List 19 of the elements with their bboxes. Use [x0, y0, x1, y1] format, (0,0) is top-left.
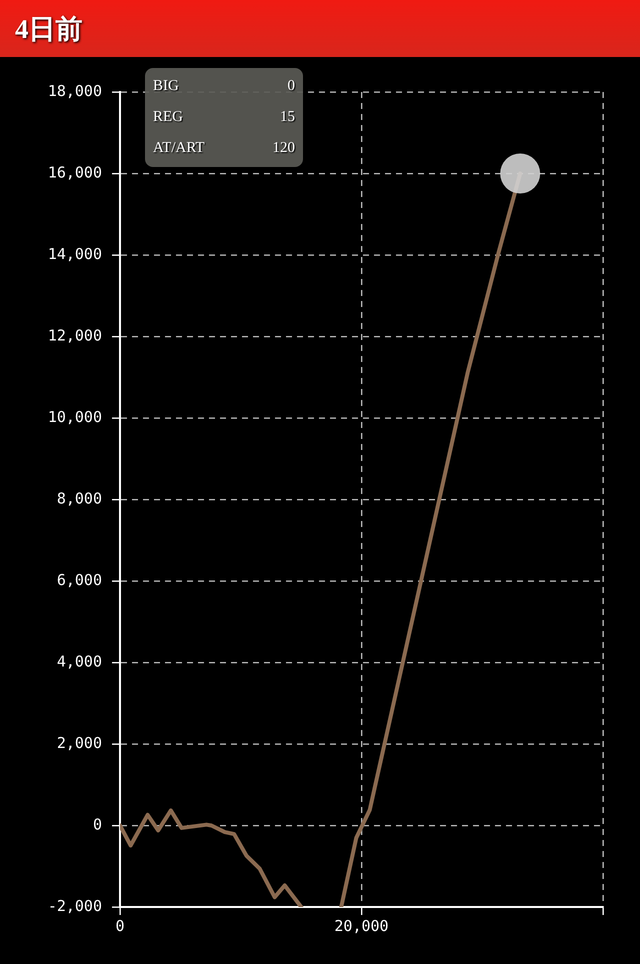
annotation: 120 — [272, 139, 295, 158]
y-tick-label: -2,000 — [48, 896, 102, 915]
y-tick-label: 6,000 — [56, 570, 102, 589]
x-tick-label: 20,000 — [334, 916, 389, 935]
y-tick-label: 18,000 — [48, 82, 102, 100]
y-tick-label: 2,000 — [56, 734, 102, 752]
y-tick-label: 0 — [92, 815, 102, 834]
annotation: REG — [153, 108, 183, 127]
y-tick-label: 14,000 — [48, 244, 102, 263]
annotation: 15 — [280, 108, 295, 127]
y-tick-label: 10,000 — [48, 408, 102, 426]
chart-title: 4日前 — [15, 12, 82, 46]
y-tick-label: 4,000 — [56, 652, 102, 670]
y-tick-label: 12,000 — [48, 326, 102, 344]
annotation: BIG — [153, 77, 179, 96]
y-tick-label: 8,000 — [56, 489, 102, 508]
y-tick-label: 16,000 — [48, 163, 102, 182]
annotation: AT/ART — [153, 139, 205, 158]
annotation: 0 — [288, 77, 295, 96]
